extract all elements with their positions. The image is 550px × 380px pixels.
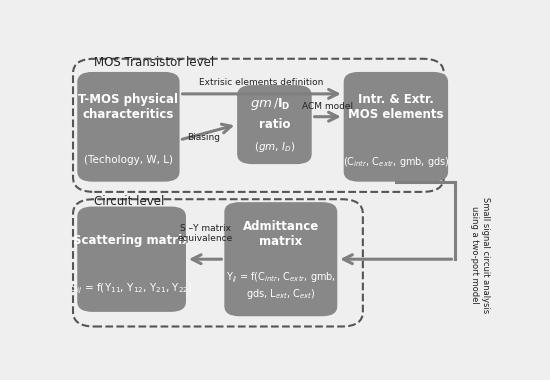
Text: S –Y matrix
equivalence: S –Y matrix equivalence xyxy=(178,224,233,243)
Text: (Techology, W, L): (Techology, W, L) xyxy=(84,155,173,165)
FancyBboxPatch shape xyxy=(344,72,448,182)
Text: Extrisic elements definition: Extrisic elements definition xyxy=(200,78,324,87)
Text: Circuit level: Circuit level xyxy=(95,195,164,208)
Text: ACM model: ACM model xyxy=(302,102,353,111)
Text: Y$_{ij}$ = f(C$_{intr}$, C$_{extr}$, gmb,
gds, L$_{ext}$, C$_{ext}$): Y$_{ij}$ = f(C$_{intr}$, C$_{extr}$, gmb… xyxy=(226,270,336,301)
FancyBboxPatch shape xyxy=(77,72,179,182)
Text: ratio: ratio xyxy=(258,118,290,131)
FancyBboxPatch shape xyxy=(237,85,312,164)
Text: $/\mathbf{I_D}$: $/\mathbf{I_D}$ xyxy=(273,97,290,112)
FancyBboxPatch shape xyxy=(77,207,186,312)
Text: MOS Transistor level: MOS Transistor level xyxy=(95,56,214,69)
Text: Biasing: Biasing xyxy=(188,133,221,142)
Text: (C$_{intr}$, C$_{extr}$, gmb, gds): (C$_{intr}$, C$_{extr}$, gmb, gds) xyxy=(343,155,449,169)
Text: Admittance
matrix: Admittance matrix xyxy=(243,220,319,248)
Text: Intr. & Extr.
MOS elements: Intr. & Extr. MOS elements xyxy=(348,93,444,121)
Text: Small signal circuit analysis
using a two-port model: Small signal circuit analysis using a tw… xyxy=(470,197,490,313)
Text: Scattering matrix: Scattering matrix xyxy=(73,234,190,247)
Text: S$_{ij}$ = f(Y$_{11}$, Y$_{12}$, Y$_{21}$, Y$_{22}$): S$_{ij}$ = f(Y$_{11}$, Y$_{12}$, Y$_{21}… xyxy=(70,282,193,296)
FancyBboxPatch shape xyxy=(224,202,337,316)
Text: T-MOS physical
characteritics: T-MOS physical characteritics xyxy=(79,93,178,121)
Text: $\mathbf{\mathit{gm}}$: $\mathbf{\mathit{gm}}$ xyxy=(250,98,272,112)
Text: ($gm$, $I_D$): ($gm$, $I_D$) xyxy=(254,140,295,154)
